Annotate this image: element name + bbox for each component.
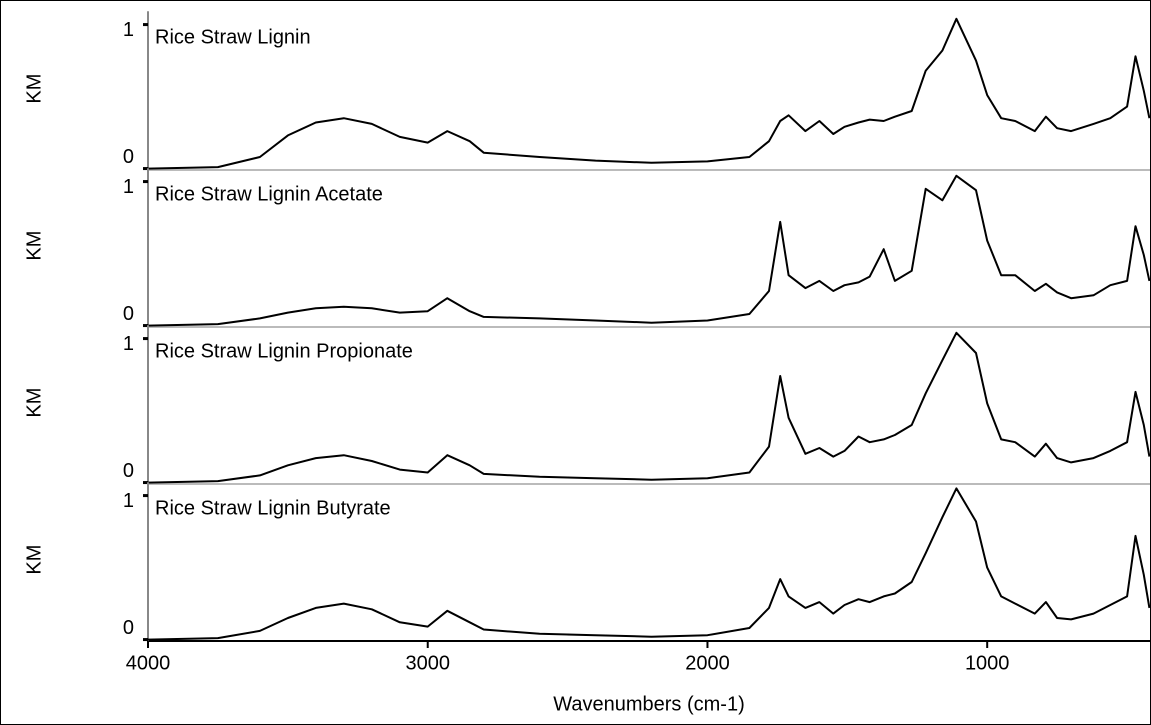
panel-title: Rice Straw Lignin Butyrate [155,497,391,519]
spectrum-line [147,174,1151,327]
y-axis-label: KM [23,231,45,261]
y-tick-label: 0 [123,617,134,639]
y-tick-label: 1 [123,490,134,512]
y-tick-label: 0 [123,146,134,168]
spectrum-line [147,331,1151,484]
y-axis-label: KM [23,74,45,104]
y-tick-label: 1 [123,176,134,198]
x-tick-label: 4000 [126,652,171,674]
panel-title: Rice Straw Lignin Propionate [155,340,413,362]
x-axis-label: Wavenumbers (cm-1) [553,693,745,715]
spectrum-line [147,17,1151,170]
y-tick-label: 1 [123,333,134,355]
x-tick-label: 2000 [685,652,730,674]
y-tick-label: 1 [123,19,134,41]
panel-title: Rice Straw Lignin Acetate [155,183,383,205]
y-axis-label: KM [23,545,45,575]
x-tick-label: 3000 [405,652,450,674]
y-tick-label: 0 [123,303,134,325]
x-tick-label: 1000 [965,652,1010,674]
spectrum-line [147,487,1151,641]
y-axis-label: KM [23,388,45,418]
y-tick-label: 0 [123,460,134,482]
panel-title: Rice Straw Lignin [155,26,311,48]
